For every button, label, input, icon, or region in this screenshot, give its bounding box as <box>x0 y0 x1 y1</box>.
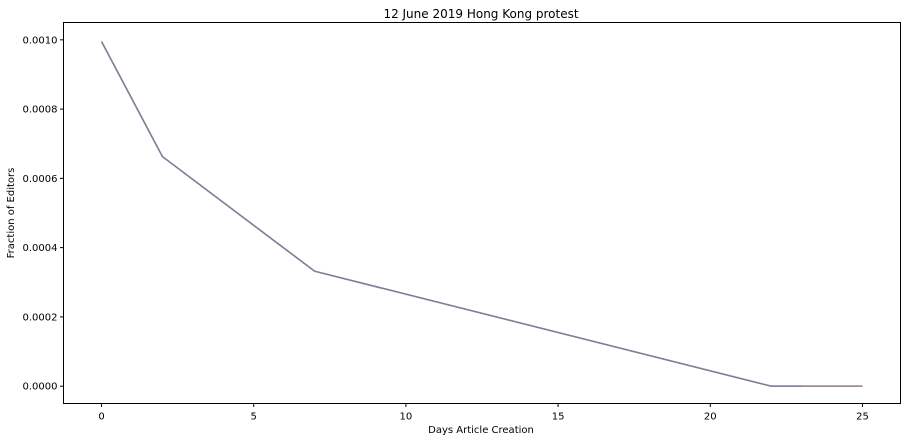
x-axis: 0 5 10 15 20 25 <box>98 403 869 423</box>
x-tick-label: 20 <box>704 412 717 423</box>
x-tick-label: 25 <box>856 412 869 423</box>
y-axis: 0.0000 0.0002 0.0004 0.0006 0.0008 0.0010 <box>23 35 64 393</box>
y-tick-label: 0.0006 <box>23 174 58 185</box>
y-axis-label: Fraction of Editors <box>6 168 17 259</box>
y-tick-label: 0.0008 <box>23 105 58 116</box>
x-tick-label: 15 <box>552 412 565 423</box>
series-line-2 <box>100 41 802 387</box>
y-tick-label: 0.0010 <box>23 35 58 46</box>
x-tick-label: 10 <box>400 412 413 423</box>
series-layer <box>100 41 863 387</box>
x-axis-label: Days Article Creation <box>428 425 534 436</box>
chart-title: 12 June 2019 Hong Kong protest <box>383 7 578 21</box>
y-tick-label: 0.0002 <box>23 312 58 323</box>
x-tick-label: 5 <box>251 412 257 423</box>
plot-area-frame <box>63 22 901 404</box>
x-tick-label: 0 <box>98 412 104 423</box>
y-tick-label: 0.0004 <box>23 243 58 254</box>
y-tick-label: 0.0000 <box>23 382 58 393</box>
series-line-1 <box>100 41 863 387</box>
